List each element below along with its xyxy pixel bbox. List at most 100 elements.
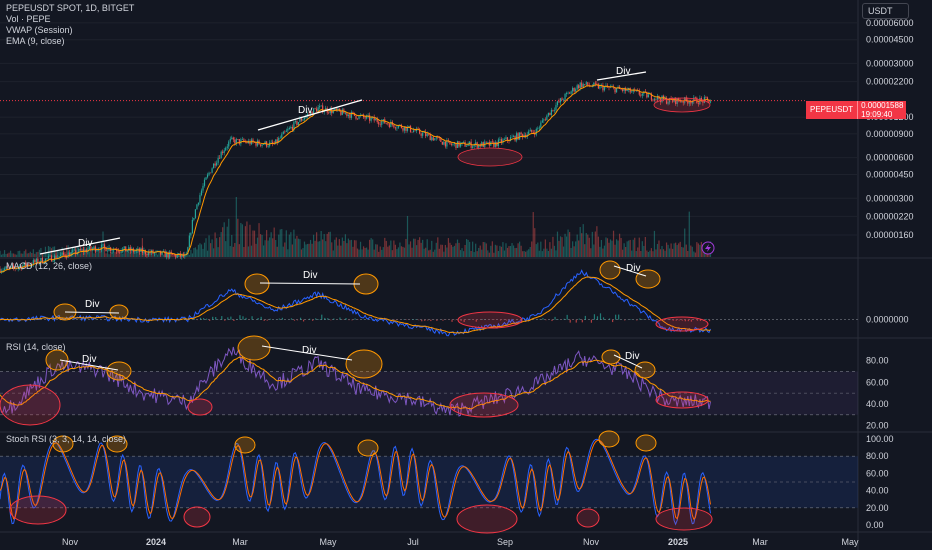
volume-bar	[94, 245, 97, 257]
volume-bar	[2, 253, 4, 257]
volume-bar	[647, 251, 649, 257]
candle-body	[494, 141, 496, 147]
candle-body	[685, 97, 687, 101]
candle-body	[5, 266, 7, 269]
volume-bar	[470, 251, 472, 257]
volume-bar	[243, 246, 245, 257]
volume-bar	[478, 247, 480, 257]
candle-body	[453, 143, 456, 144]
candle-body	[341, 109, 343, 115]
candle-body	[340, 111, 342, 115]
volume-bar	[13, 253, 15, 257]
divergence-line	[613, 265, 647, 277]
candle-body	[175, 254, 177, 258]
volume-bar	[369, 239, 371, 257]
volume-bar	[611, 240, 613, 257]
rsi-title[interactable]: RSI (14, close)	[6, 342, 66, 352]
rsi-tick-label: 80.00	[866, 356, 889, 366]
macd-histogram-bar	[312, 319, 314, 321]
volume-bar	[411, 247, 413, 257]
candle-body	[529, 129, 531, 132]
candle-body	[423, 131, 425, 133]
divergence-label: Div	[303, 270, 317, 281]
candle-body	[146, 254, 148, 256]
macd-histogram-bar	[193, 318, 196, 320]
volume-bar	[343, 241, 345, 257]
candle-body	[635, 90, 637, 91]
volume-bar	[372, 239, 374, 257]
macd-histogram-bar	[699, 319, 702, 321]
candle-body	[570, 91, 572, 94]
candle-body	[8, 267, 10, 268]
volume-bar	[196, 249, 198, 257]
candle-body	[631, 91, 633, 93]
volume-bar	[465, 239, 468, 257]
volume-bar	[573, 246, 575, 257]
candle-body	[55, 255, 57, 259]
candle-body	[385, 123, 387, 125]
candle-body	[259, 144, 262, 146]
volume-bar	[253, 230, 256, 257]
candle-body	[293, 121, 295, 130]
volume-bar	[672, 248, 674, 257]
candle-body	[187, 247, 189, 255]
macd-histogram-bar	[266, 319, 268, 321]
volume-bar	[208, 235, 210, 257]
volume-bar	[141, 238, 143, 257]
candle-body	[64, 254, 66, 257]
candle-body	[594, 82, 596, 84]
candle-body	[78, 248, 80, 253]
rsi-tick-label: 20.00	[866, 421, 889, 431]
volume-bar	[412, 238, 415, 257]
candle-body	[603, 86, 606, 91]
macd-title[interactable]: MACD (12, 26, close)	[6, 261, 93, 271]
volume-bar	[316, 232, 318, 257]
volume-bar	[434, 249, 436, 257]
volume-bar	[16, 254, 18, 257]
symbol-line: PEPEUSDT SPOT, 1D, BITGET	[6, 3, 135, 13]
macd-histogram-bar	[539, 319, 541, 320]
chart-legend: PEPEUSDT SPOT, 1D, BITGET Vol · PEPE VWA…	[6, 3, 134, 47]
candle-body	[441, 141, 443, 145]
indicator-ema[interactable]: EMA (9, close)	[6, 36, 65, 46]
volume-bar	[131, 252, 133, 257]
volume-bar	[599, 246, 601, 257]
candle-body	[426, 133, 428, 137]
macd-histogram-bar	[418, 319, 420, 321]
candle-body	[355, 115, 357, 119]
volume-bar	[355, 240, 357, 257]
macd-histogram-bar	[245, 317, 247, 320]
indicator-volume[interactable]: Vol · PEPE	[6, 14, 51, 24]
candle-body	[337, 108, 339, 111]
candle-body	[475, 142, 477, 145]
macd-histogram-bar	[299, 317, 302, 320]
volume-bar	[302, 248, 304, 257]
currency-button[interactable]: USDT	[862, 3, 909, 19]
candle-body	[276, 139, 278, 143]
candle-body	[332, 110, 334, 114]
volume-bar	[297, 238, 300, 257]
macd-signal-line	[0, 276, 711, 334]
volume-bar	[273, 227, 275, 257]
macd-histogram-bar	[278, 318, 280, 320]
volume-bar	[75, 250, 77, 257]
stoch-rsi-title[interactable]: Stoch RSI (3, 3, 14, 14, close)	[6, 434, 127, 444]
indicator-vwap[interactable]: VWAP (Session)	[6, 25, 73, 35]
macd-histogram-bar	[678, 319, 680, 321]
volume-bar	[582, 224, 584, 257]
macd-histogram-bar	[281, 317, 283, 320]
candle-body	[116, 249, 118, 251]
macd-histogram-bar	[630, 319, 632, 320]
divergence-label: Div	[82, 354, 96, 365]
candle-body	[558, 101, 560, 103]
volume-bar	[41, 254, 44, 257]
volume-bar	[311, 243, 313, 257]
volume-bar	[499, 245, 501, 257]
volume-bar	[575, 241, 577, 257]
macd-histogram-bar	[302, 319, 305, 322]
volume-bar	[32, 249, 34, 257]
candle-body	[381, 121, 383, 125]
candle-body	[28, 264, 30, 266]
candle-body	[528, 131, 530, 135]
